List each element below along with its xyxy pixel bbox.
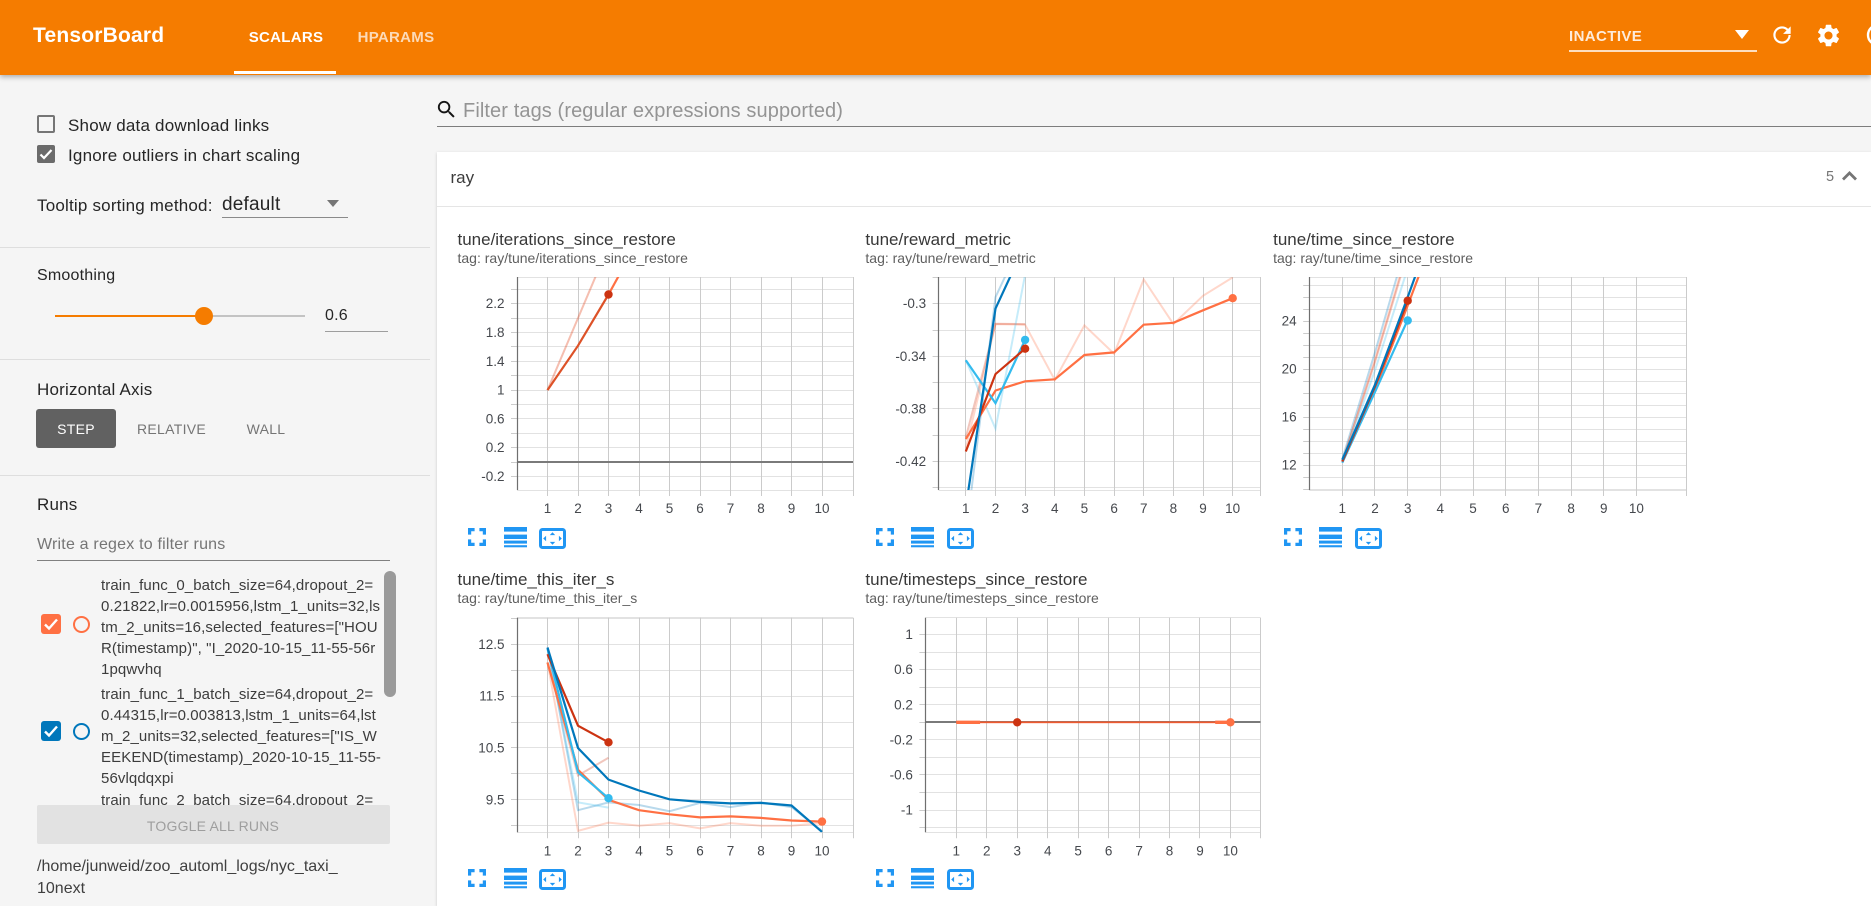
svg-text:3: 3 bbox=[1013, 843, 1021, 858]
svg-text:1: 1 bbox=[544, 843, 552, 858]
svg-text:10.5: 10.5 bbox=[478, 741, 504, 756]
svg-text:7: 7 bbox=[1135, 843, 1143, 858]
svg-text:4: 4 bbox=[1044, 843, 1052, 858]
svg-text:2: 2 bbox=[574, 501, 582, 516]
svg-text:1: 1 bbox=[544, 501, 552, 516]
svg-text:-1: -1 bbox=[901, 803, 913, 818]
svg-text:5: 5 bbox=[1074, 843, 1082, 858]
svg-text:8: 8 bbox=[1166, 843, 1174, 858]
svg-text:5: 5 bbox=[1081, 501, 1089, 516]
svg-text:6: 6 bbox=[1110, 501, 1118, 516]
svg-text:3: 3 bbox=[1404, 501, 1412, 516]
svg-text:1: 1 bbox=[1338, 501, 1346, 516]
svg-text:1.4: 1.4 bbox=[486, 354, 505, 369]
svg-text:7: 7 bbox=[727, 501, 735, 516]
svg-text:12: 12 bbox=[1281, 458, 1296, 473]
svg-text:-0.2: -0.2 bbox=[890, 732, 913, 747]
svg-text:9: 9 bbox=[1199, 501, 1207, 516]
svg-text:0.2: 0.2 bbox=[486, 440, 505, 455]
svg-text:7: 7 bbox=[1140, 501, 1148, 516]
svg-text:9: 9 bbox=[1196, 843, 1204, 858]
svg-text:10: 10 bbox=[1225, 501, 1240, 516]
svg-text:6: 6 bbox=[696, 501, 704, 516]
svg-text:4: 4 bbox=[1436, 501, 1444, 516]
svg-text:7: 7 bbox=[1534, 501, 1542, 516]
svg-text:16: 16 bbox=[1281, 410, 1296, 425]
svg-text:1: 1 bbox=[962, 501, 970, 516]
svg-text:10: 10 bbox=[814, 843, 829, 858]
svg-text:3: 3 bbox=[1021, 501, 1029, 516]
svg-text:10: 10 bbox=[1628, 501, 1643, 516]
svg-text:5: 5 bbox=[666, 843, 674, 858]
svg-text:2.2: 2.2 bbox=[486, 296, 505, 311]
svg-text:9: 9 bbox=[1600, 501, 1608, 516]
svg-text:2: 2 bbox=[574, 843, 582, 858]
svg-text:-0.2: -0.2 bbox=[481, 469, 504, 484]
svg-text:8: 8 bbox=[1170, 501, 1178, 516]
svg-text:11.5: 11.5 bbox=[479, 689, 504, 704]
svg-text:1: 1 bbox=[952, 843, 960, 858]
svg-text:1: 1 bbox=[497, 383, 505, 398]
svg-text:-0.42: -0.42 bbox=[895, 454, 926, 469]
svg-text:2: 2 bbox=[992, 501, 1000, 516]
svg-text:-0.34: -0.34 bbox=[895, 349, 926, 364]
svg-text:9.5: 9.5 bbox=[486, 792, 505, 807]
svg-text:7: 7 bbox=[727, 843, 735, 858]
svg-text:4: 4 bbox=[635, 843, 643, 858]
svg-text:6: 6 bbox=[696, 843, 704, 858]
svg-text:0.6: 0.6 bbox=[894, 662, 913, 677]
svg-text:5: 5 bbox=[1469, 501, 1477, 516]
svg-text:8: 8 bbox=[757, 501, 765, 516]
svg-text:-0.3: -0.3 bbox=[903, 296, 926, 311]
svg-text:6: 6 bbox=[1502, 501, 1510, 516]
svg-text:3: 3 bbox=[605, 501, 613, 516]
svg-text:0.2: 0.2 bbox=[894, 697, 913, 712]
svg-text:1.8: 1.8 bbox=[486, 325, 505, 340]
svg-text:0.6: 0.6 bbox=[486, 411, 505, 426]
svg-text:5: 5 bbox=[666, 501, 674, 516]
svg-text:-0.6: -0.6 bbox=[890, 767, 913, 782]
svg-text:3: 3 bbox=[605, 843, 613, 858]
svg-text:10: 10 bbox=[814, 501, 829, 516]
svg-text:8: 8 bbox=[757, 843, 765, 858]
svg-text:12.5: 12.5 bbox=[478, 637, 504, 652]
svg-text:4: 4 bbox=[635, 501, 643, 516]
svg-text:-0.38: -0.38 bbox=[895, 401, 926, 416]
svg-text:10: 10 bbox=[1223, 843, 1238, 858]
svg-text:4: 4 bbox=[1051, 501, 1059, 516]
svg-text:9: 9 bbox=[788, 501, 796, 516]
svg-text:6: 6 bbox=[1105, 843, 1113, 858]
svg-text:20: 20 bbox=[1281, 362, 1296, 377]
svg-text:24: 24 bbox=[1281, 314, 1297, 329]
svg-text:8: 8 bbox=[1567, 501, 1575, 516]
svg-text:2: 2 bbox=[1371, 501, 1379, 516]
svg-text:2: 2 bbox=[983, 843, 991, 858]
svg-text:1: 1 bbox=[905, 627, 913, 642]
svg-text:9: 9 bbox=[788, 843, 796, 858]
